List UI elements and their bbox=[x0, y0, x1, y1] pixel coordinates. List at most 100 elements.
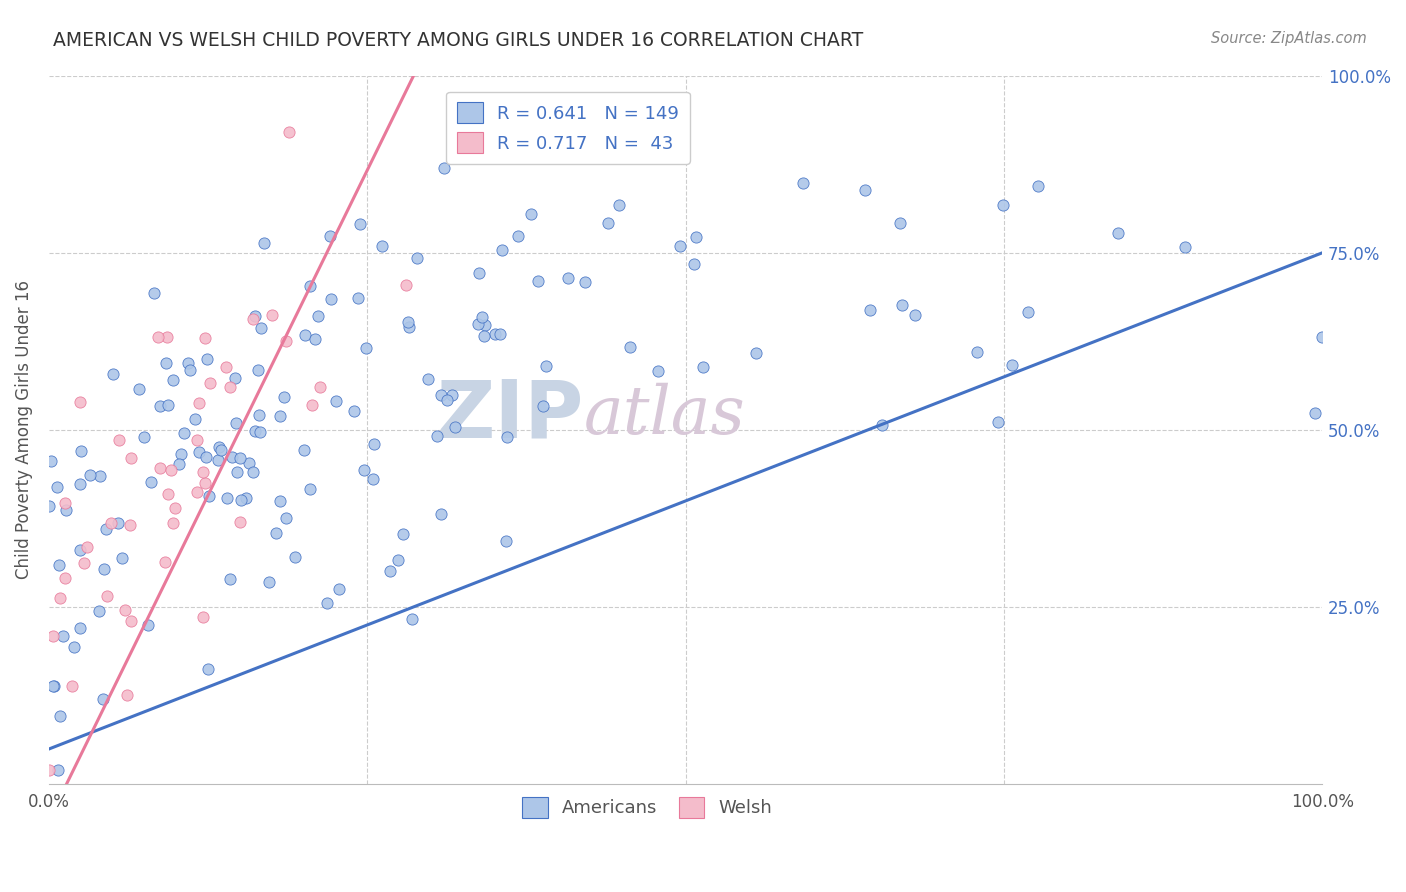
Point bbox=[430, 387, 453, 401]
Point bbox=[107, 516, 129, 531]
Point bbox=[70, 444, 93, 458]
Point bbox=[149, 399, 172, 413]
Point bbox=[1026, 178, 1049, 193]
Point bbox=[378, 564, 401, 578]
Point bbox=[246, 363, 269, 377]
Point bbox=[685, 230, 707, 244]
Point bbox=[194, 475, 217, 490]
Point bbox=[253, 235, 276, 250]
Point bbox=[966, 345, 988, 359]
Point bbox=[520, 207, 543, 221]
Point bbox=[491, 243, 513, 257]
Point bbox=[225, 465, 247, 479]
Point bbox=[93, 561, 115, 575]
Point bbox=[859, 302, 882, 317]
Point bbox=[148, 330, 170, 344]
Point bbox=[292, 442, 315, 457]
Point bbox=[792, 177, 814, 191]
Point bbox=[96, 589, 118, 603]
Point bbox=[183, 412, 205, 426]
Point bbox=[49, 708, 72, 723]
Point bbox=[987, 415, 1010, 429]
Point bbox=[557, 271, 579, 285]
Point bbox=[235, 491, 257, 505]
Point bbox=[260, 308, 283, 322]
Point bbox=[79, 467, 101, 482]
Point bbox=[136, 617, 159, 632]
Point bbox=[319, 292, 342, 306]
Point bbox=[115, 688, 138, 702]
Point bbox=[669, 239, 692, 253]
Point bbox=[177, 356, 200, 370]
Point bbox=[224, 370, 246, 384]
Point bbox=[391, 527, 413, 541]
Point bbox=[269, 409, 291, 424]
Point bbox=[371, 239, 394, 253]
Point bbox=[692, 360, 714, 375]
Point bbox=[429, 507, 451, 521]
Point bbox=[187, 444, 209, 458]
Point bbox=[100, 516, 122, 531]
Point bbox=[69, 477, 91, 491]
Point bbox=[991, 198, 1014, 212]
Point bbox=[682, 257, 704, 271]
Point bbox=[488, 327, 510, 342]
Point bbox=[218, 572, 240, 586]
Point bbox=[247, 409, 270, 423]
Point bbox=[284, 549, 307, 564]
Point bbox=[301, 398, 323, 412]
Point bbox=[38, 499, 60, 513]
Point bbox=[73, 556, 96, 570]
Point bbox=[891, 298, 914, 312]
Point bbox=[60, 679, 83, 693]
Point bbox=[250, 321, 273, 335]
Point bbox=[298, 482, 321, 496]
Point bbox=[149, 461, 172, 475]
Point bbox=[38, 764, 60, 778]
Point bbox=[53, 571, 76, 585]
Point bbox=[273, 390, 295, 404]
Text: atlas: atlas bbox=[583, 384, 745, 449]
Point bbox=[238, 457, 260, 471]
Point bbox=[347, 291, 370, 305]
Point bbox=[69, 395, 91, 409]
Point bbox=[209, 443, 232, 458]
Point bbox=[426, 429, 449, 443]
Point bbox=[307, 310, 329, 324]
Point bbox=[207, 453, 229, 467]
Point bbox=[229, 515, 252, 529]
Point bbox=[394, 278, 416, 293]
Point bbox=[468, 266, 491, 280]
Point bbox=[198, 489, 221, 503]
Point bbox=[298, 279, 321, 293]
Point bbox=[325, 394, 347, 409]
Point bbox=[69, 543, 91, 558]
Text: ZIP: ZIP bbox=[437, 376, 583, 455]
Point bbox=[484, 326, 506, 341]
Point bbox=[120, 614, 142, 628]
Point bbox=[155, 356, 177, 370]
Point bbox=[215, 360, 238, 375]
Point bbox=[1017, 305, 1039, 319]
Point bbox=[76, 540, 98, 554]
Point bbox=[197, 351, 219, 366]
Legend: Americans, Welsh: Americans, Welsh bbox=[515, 789, 780, 825]
Point bbox=[1312, 330, 1334, 344]
Point bbox=[225, 416, 247, 430]
Point bbox=[647, 364, 669, 378]
Point bbox=[495, 533, 517, 548]
Point bbox=[231, 492, 253, 507]
Point bbox=[387, 553, 409, 567]
Point bbox=[349, 217, 371, 231]
Point bbox=[534, 359, 557, 373]
Point bbox=[401, 612, 423, 626]
Point bbox=[128, 382, 150, 396]
Point bbox=[120, 451, 142, 466]
Point bbox=[363, 472, 385, 486]
Point bbox=[242, 312, 264, 326]
Point bbox=[1107, 226, 1129, 240]
Point bbox=[416, 372, 439, 386]
Point bbox=[169, 458, 191, 472]
Point bbox=[179, 363, 201, 377]
Point bbox=[1001, 358, 1024, 372]
